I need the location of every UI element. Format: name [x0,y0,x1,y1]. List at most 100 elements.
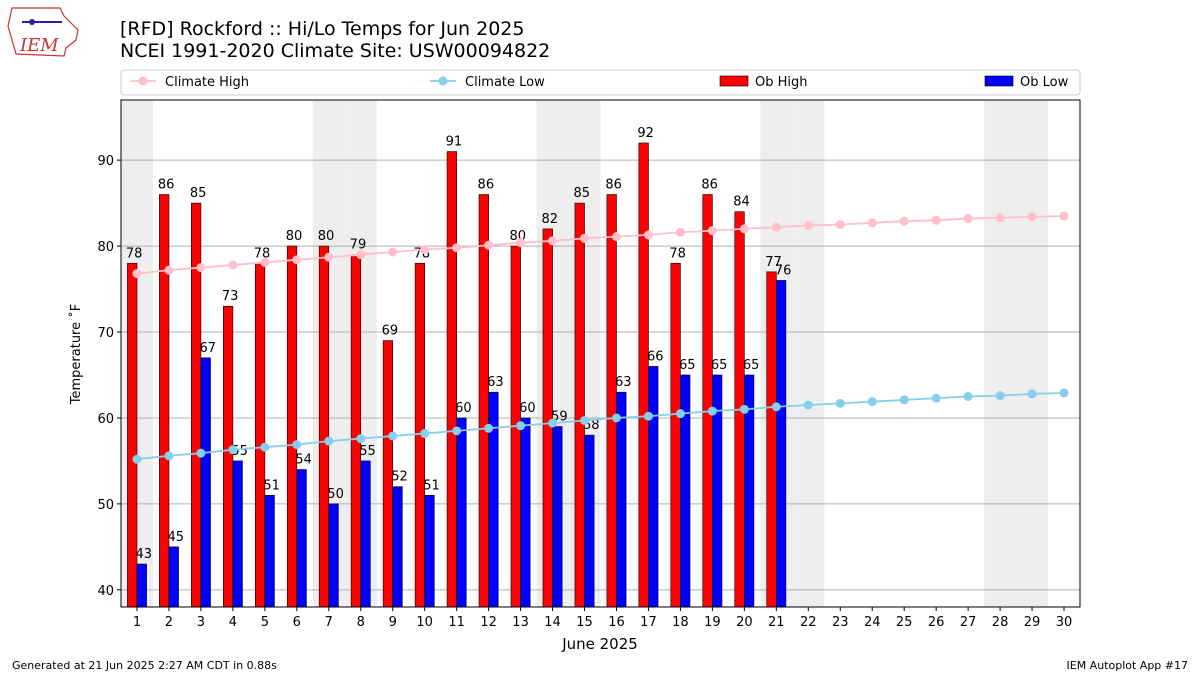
data-label: 52 [391,470,408,485]
legend-label: Ob Low [1020,75,1069,90]
footer-right: IEM Autoplot App #17 [1067,659,1189,672]
x-tick-label: 13 [512,615,529,630]
bar [574,202,585,608]
logo: IEM [7,7,79,57]
line-point [739,404,749,414]
legend-label: Climate High [165,75,249,90]
data-label: 73 [222,289,239,304]
line-point [739,224,749,234]
line-point [164,265,174,275]
line-point [995,213,1005,223]
line-point [1027,212,1037,222]
x-tick-label: 10 [416,615,433,630]
line-point [324,436,334,446]
line-point [548,236,558,246]
line-point [164,451,174,461]
data-label: 79 [350,238,367,253]
line-point [771,402,781,412]
data-label: 78 [254,246,271,261]
legend-label: Climate Low [465,75,545,90]
line-point [516,421,526,431]
x-tick-label: 7 [325,615,333,630]
line-point [260,257,270,267]
line-point [548,418,558,428]
line-point [292,255,302,265]
bar [520,417,531,608]
legend-swatch [719,75,749,87]
data-label: 85 [190,186,207,201]
line-point [867,397,877,407]
bar [584,434,595,608]
x-tick-label: 15 [576,615,593,630]
line-point [803,400,813,410]
data-label: 63 [615,375,632,390]
line-point [675,227,685,237]
data-label: 50 [327,487,344,502]
bar [616,391,627,608]
line-point [388,247,398,257]
x-tick-label: 27 [960,615,977,630]
data-label: 66 [647,349,664,364]
line-point [835,398,845,408]
x-tick-label: 23 [832,615,849,630]
y-tick-label: 40 [97,584,114,599]
line-point [388,431,398,441]
data-label: 86 [605,178,622,193]
line-point [324,252,334,262]
x-tick-label: 18 [672,615,689,630]
line-point [803,220,813,230]
bar [254,262,266,608]
x-tick-label: 8 [357,615,365,630]
line-point [580,416,590,426]
line-point [611,413,621,423]
x-tick-label: 5 [261,615,269,630]
bar [392,486,403,608]
y-tick-label: 80 [97,240,114,255]
line [136,215,1065,275]
legend-marker [438,76,448,86]
x-tick-label: 16 [608,615,625,630]
x-tick-label: 29 [1024,615,1041,630]
line-point [452,426,462,436]
x-tick-label: 14 [544,615,561,630]
x-tick-label: 25 [896,615,913,630]
data-label: 91 [446,135,463,150]
weekend-shade [1016,100,1049,607]
bar [264,494,275,608]
data-label: 65 [711,358,728,373]
data-label: 51 [423,478,440,493]
x-tick-label: 28 [992,615,1009,630]
bar [552,426,563,608]
line-point [484,423,494,433]
line-point [963,391,973,401]
line-point [196,448,206,458]
line-point [356,434,366,444]
data-label: 78 [669,246,686,261]
line-point [643,230,653,240]
data-label: 78 [126,246,143,261]
data-label: 43 [136,547,153,562]
data-label: 45 [167,530,184,545]
line-point [899,395,909,405]
data-label: 69 [382,324,399,339]
y-tick-label: 90 [97,154,114,169]
line-point [580,233,590,243]
y-tick-label: 60 [97,412,114,427]
data-label: 54 [295,453,312,468]
bar [350,254,362,608]
line-point [292,440,302,450]
x-tick-label: 19 [704,615,721,630]
legend-marker [138,76,148,86]
line-point [1059,388,1069,398]
bar [766,271,777,608]
x-tick-label: 20 [736,615,753,630]
data-label: 80 [286,229,303,244]
chart-subtitle: NCEI 1991-2020 Climate Site: USW00094822 [120,40,550,62]
line-point [867,218,877,228]
bar [776,280,787,608]
x-tick-label: 4 [229,615,237,630]
line-point [484,240,494,250]
data-label: 86 [478,178,495,193]
